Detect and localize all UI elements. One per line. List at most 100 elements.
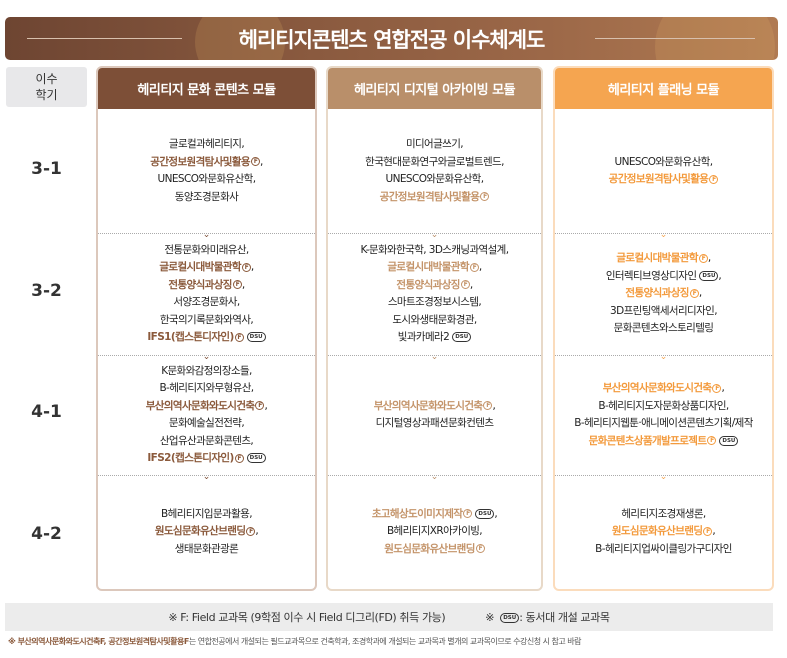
comma: , (698, 287, 702, 300)
course-line: 생태문화관광론 (174, 541, 239, 559)
course-name: 한국의기록문화와역사, (159, 313, 254, 326)
row-divider (98, 233, 315, 234)
course-name: 한국현대문화연구와글로벌트렌드, (365, 155, 504, 168)
course-name: 디지털영상과패션문화컨텐츠 (375, 417, 494, 429)
comma: , (469, 278, 473, 291)
field-icon: F (241, 262, 251, 272)
course-line: 도시와생태문화경관, (392, 312, 477, 330)
course-line: 빛과카메라2 DSU (397, 329, 472, 347)
row-divider (98, 475, 315, 476)
course-name: 미디어글쓰기, (405, 138, 464, 150)
course-name: 초고해상도이미지제작 (371, 507, 463, 520)
row-divider (98, 355, 315, 356)
field-icon: F (255, 401, 265, 410)
module-column: 헤리티지 플래닝 모듈 UNESCO와문화유산학, 공간정보원격탐사및활용 F 글로컬시… (553, 66, 774, 591)
course-name: 스마트조경정보시스템, (387, 296, 482, 308)
course-line: IFS2(캡스톤디자인) F DSU (147, 450, 266, 468)
course-line: K-문화와한국학, 3D스캐닝과역설계, (361, 242, 510, 260)
field-icon: F (246, 526, 256, 536)
comma: , (718, 269, 722, 282)
semester-header: 이수 학기 (6, 67, 87, 107)
course-line: 원도심문화유산브랜딩 F, (611, 523, 716, 541)
field-icon: F (480, 192, 490, 201)
course-name: 문화콘텐츠와스토리텔링 (613, 322, 714, 335)
footnote-highlight: ※ 부산의역사문화와도시건축F, 공간정보원격탐사및활용F (8, 637, 189, 646)
chevron-down-icon: ⌄ (430, 472, 439, 482)
course-line: UNESCO와문화유산학, (614, 154, 714, 172)
course-line: K문화와감정의장소들, (161, 363, 252, 381)
course-name: 원도심문화유산브랜딩 (611, 525, 703, 538)
course-name: 동양조경문화사 (174, 190, 239, 203)
semester-header-line: 이수 (35, 72, 58, 86)
course-name: 빛과카메라2 (397, 331, 450, 343)
course-name: B-헤리티지와무형유산, (159, 382, 254, 394)
title-line-right (595, 38, 755, 39)
dsu-icon: DSU (246, 332, 266, 342)
course-name: 원도심문화유산브랜딩 (154, 525, 246, 538)
decoration (195, 17, 285, 60)
course-name: 3D프린팅액세서리디자인, (610, 304, 718, 317)
course-name: 전통양식과상징 (625, 287, 689, 300)
comma: , (241, 278, 245, 291)
course-line: 문화콘텐츠상품개발프로젝트 F DSU (589, 433, 739, 451)
course-name: 공간정보원격탐사및활용 (379, 190, 480, 203)
comma: , (478, 261, 482, 273)
course-line: 부산의역사문화와도시건축 F, (374, 398, 496, 416)
course-name: 글로컬시대박물관학 (616, 252, 698, 265)
title-line-left (27, 38, 182, 39)
course-line: 전통양식과상징 F, (396, 277, 473, 295)
comma: , (707, 252, 711, 265)
course-line: 동양조경문화사 (174, 189, 239, 207)
course-line: 한국의기록문화와역사, (159, 312, 254, 330)
course-cell: 부산의역사문화와도시건축 F, 디지털영상과패션문화컨텐츠 (328, 355, 541, 475)
field-icon: F (709, 174, 719, 184)
course-line: 원도심문화유산브랜딩 F (384, 541, 485, 559)
course-name: 전통양식과상징 (168, 278, 232, 291)
module-header: 헤리티지 플래닝 모듈 (555, 68, 772, 109)
chevron-down-icon: ⌄ (659, 352, 668, 362)
comma: , (255, 525, 259, 538)
course-line: 한국현대문화연구와글로벌트렌드, (365, 154, 504, 172)
field-icon: F (707, 436, 717, 445)
comma: , (250, 261, 254, 273)
course-line: B헤리티지입문과활용, (161, 506, 252, 524)
course-name: 글로컬시대박물관학 (387, 261, 469, 273)
course-cell: K-문화와한국학, 3D스캐닝과역설계, 글로컬시대박물관학 F, 전통양식과상징 F,… (328, 233, 541, 355)
course-line: UNESCO와문화유산학, (157, 171, 257, 189)
course-line: 부산의역사문화와도시건축 F, (603, 380, 725, 398)
course-name: 문화콘텐츠상품개발프로젝트 (588, 434, 707, 447)
course-line: B-헤리티지와무형유산, (159, 380, 254, 398)
course-line: B헤리티지XR아카이빙, (387, 523, 483, 541)
row-divider (328, 233, 541, 234)
course-line: 글로컬시대박물관학 F, (159, 259, 254, 277)
field-icon: F (703, 526, 713, 536)
module-header: 헤리티지 문화 콘텐츠 모듈 (98, 68, 315, 109)
course-name: UNESCO와문화유산학, (614, 155, 714, 168)
course-cell: 부산의역사문화와도시건축 F, B-헤리티지도자문화상품디자인, B-헤리티지웹툰·애… (555, 355, 772, 475)
course-line: UNESCO와문화유산학, (386, 171, 485, 189)
course-name: 생태문화관광론 (174, 542, 239, 555)
dsu-icon: DSU (719, 435, 739, 446)
course-cell: 전통문화와미래유산, 글로컬시대박물관학 F, 전통양식과상징 F, 서양조경문화사, 한국… (98, 233, 315, 355)
course-name: 서양조경문화사, (173, 296, 240, 308)
course-line: 초고해상도이미지제작 F DSU, (371, 506, 498, 524)
course-name: B-헤리티지웹툰·애니메이션콘텐츠기획/제작 (574, 417, 753, 429)
legend-mark: ※ (485, 611, 495, 624)
course-name: 문화예술실전전략, (168, 417, 245, 429)
course-name: 원도심문화유산브랜딩 (384, 542, 475, 555)
course-name: 인터렉티브영상디자인 (605, 269, 697, 282)
field-icon: F (698, 253, 708, 263)
row-divider (328, 475, 541, 476)
course-line: 전통양식과상징 F, (625, 285, 702, 303)
comma: , (721, 382, 725, 394)
page-title: 헤리티지콘텐츠 연합전공 이수체계도 (238, 27, 546, 52)
module-column: 헤리티지 문화 콘텐츠 모듈 글로컬과헤리티지, 공간정보원격탐사및활용 F, UNES… (96, 66, 317, 591)
course-line: IFS1(캡스톤디자인) F DSU (147, 329, 266, 347)
course-name: B헤리티지입문과활용, (161, 507, 252, 520)
course-name: K문화와감정의장소들, (161, 364, 252, 377)
legend-field: ※ F: Field 교과목 (9학점 이수 시 Field 디그리(FD) 취… (168, 611, 446, 624)
chevron-down-icon: ⌄ (202, 352, 211, 362)
course-name: UNESCO와문화유산학, (157, 173, 257, 185)
course-name: B-헤리티지업싸이클링가구디자인 (595, 542, 732, 555)
course-cell: UNESCO와문화유산학, 공간정보원격탐사및활용 F (555, 109, 772, 233)
